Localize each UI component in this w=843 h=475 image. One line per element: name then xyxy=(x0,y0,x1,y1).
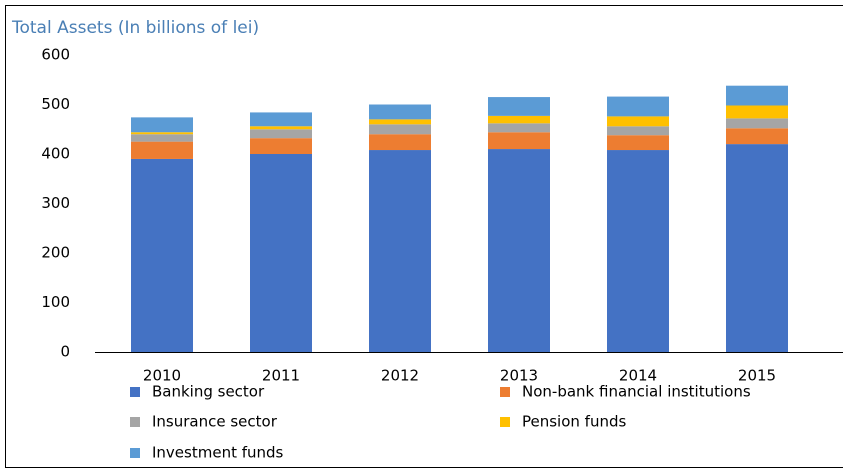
bar-segment xyxy=(726,105,788,119)
bar-segment xyxy=(488,97,550,116)
bar-segment xyxy=(369,150,431,352)
bar-segment xyxy=(726,144,788,352)
bar-segment xyxy=(369,119,431,125)
bar-segment xyxy=(250,126,312,130)
bar-segment xyxy=(488,132,550,150)
frame xyxy=(5,5,843,468)
bar-segment xyxy=(607,126,669,136)
bar-segment xyxy=(607,150,669,352)
bar-segment xyxy=(369,104,431,120)
legend-swatch xyxy=(500,417,510,427)
legend-label: Pension funds xyxy=(522,413,626,431)
bar-segment xyxy=(488,123,550,133)
y-tick-label: 400 xyxy=(41,145,70,163)
bar-segment xyxy=(488,149,550,352)
bar-segment xyxy=(607,116,669,127)
bar-segment xyxy=(607,135,669,151)
bar-segment xyxy=(250,154,312,352)
bar-segment xyxy=(250,138,312,154)
legend-swatch xyxy=(130,448,140,458)
bar-segment xyxy=(131,117,193,133)
chart-title: Total Assets (In billions of lei) xyxy=(11,18,259,38)
bar-segment xyxy=(726,118,788,129)
x-tick-label: 2012 xyxy=(381,367,419,385)
bar-segment xyxy=(488,115,550,124)
bar-segment xyxy=(131,158,193,352)
bar-segment xyxy=(726,85,788,106)
bar-segment xyxy=(726,128,788,145)
legend-label: Non-bank financial institutions xyxy=(522,383,751,401)
legend-label: Investment funds xyxy=(152,444,284,462)
bar-segment xyxy=(131,141,193,159)
y-tick-label: 0 xyxy=(60,343,70,361)
y-tick-label: 500 xyxy=(41,95,70,113)
legend-swatch xyxy=(500,387,510,397)
bar-segment xyxy=(131,132,193,135)
y-tick-label: 100 xyxy=(41,293,70,311)
x-tick-label: 2015 xyxy=(738,367,776,385)
legend-label: Insurance sector xyxy=(152,413,278,431)
x-tick-label: 2011 xyxy=(262,367,300,385)
bar-segment xyxy=(607,96,669,117)
x-tick-label: 2013 xyxy=(500,367,538,385)
legend-swatch xyxy=(130,387,140,397)
legend-swatch xyxy=(130,417,140,427)
bar-segment xyxy=(369,134,431,151)
y-tick-label: 300 xyxy=(41,194,70,212)
x-tick-label: 2014 xyxy=(619,367,657,385)
y-tick-label: 200 xyxy=(41,244,70,262)
y-tick-label: 600 xyxy=(41,46,70,64)
bar-segment xyxy=(131,134,193,142)
x-tick-label: 2010 xyxy=(143,367,181,385)
legend-label: Banking sector xyxy=(152,383,265,401)
bar-segment xyxy=(369,124,431,135)
bar-segment xyxy=(250,129,312,139)
bar-segment xyxy=(250,112,312,127)
